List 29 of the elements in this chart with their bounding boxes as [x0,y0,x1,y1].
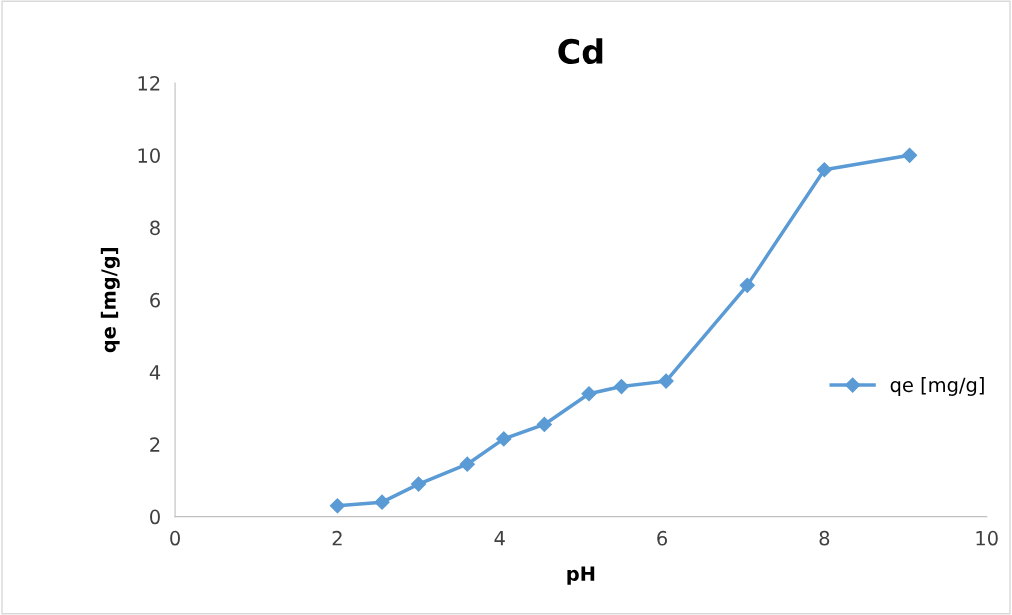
y-tick-label: 0 [150,509,160,525]
x-tick-label: 0 [170,530,180,546]
y-tick-label: 10 [138,148,160,163]
x-tick-label: 6 [657,530,668,546]
point [374,494,390,510]
x-tick-label: 8 [819,530,830,546]
point [613,378,630,395]
point [902,147,918,163]
point [581,386,597,402]
x-tick-label: 10 [976,530,998,546]
y-axis-title: qe [mg/g] [100,248,120,353]
x-tick-label: 4 [494,531,505,546]
point [658,373,674,389]
point [496,431,512,447]
y-tick-label: 6 [150,292,160,308]
point [816,162,832,178]
y-tick-label: 12 [138,75,160,91]
y-tick-label: 8 [150,220,160,236]
x-axis-title: pH [567,566,595,585]
x-tick-label: 2 [332,530,342,546]
point [410,476,427,492]
point [739,277,755,293]
point [536,416,552,433]
chart-title: Cd [558,38,603,65]
point [459,456,475,472]
y-tick-label: 4 [149,365,161,380]
legend-label: qe [mg/g] [890,377,984,396]
y-tick-label: 2 [150,437,160,452]
point [329,498,345,514]
